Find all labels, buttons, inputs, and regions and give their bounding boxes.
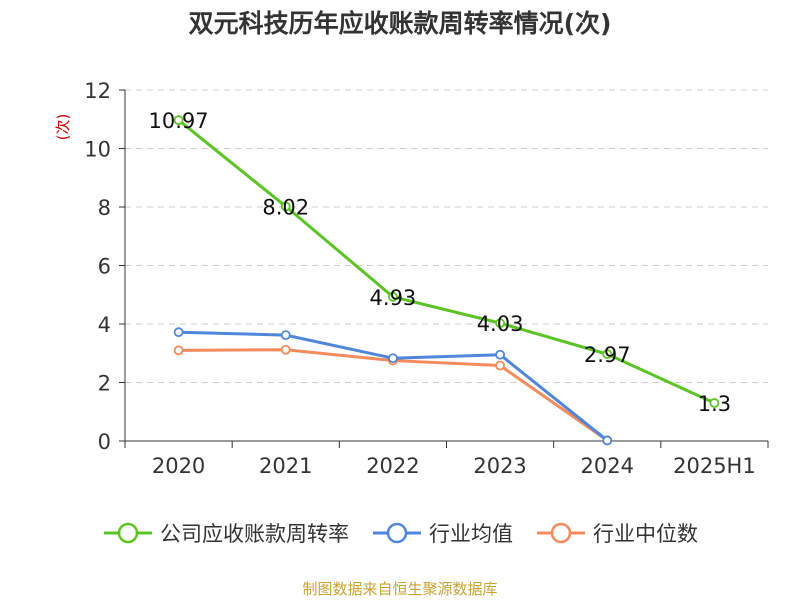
x-tick-label: 2022: [366, 454, 419, 478]
data-point: [709, 398, 720, 408]
y-tick-label: 12: [84, 79, 111, 103]
legend-label: 行业中位数: [593, 522, 698, 546]
data-point: [173, 327, 184, 338]
y-tick-label: 8: [98, 196, 111, 220]
series-line: [178, 330, 609, 442]
data-label: 10.97: [149, 109, 209, 133]
data-point: [495, 360, 505, 371]
data-point: [280, 344, 291, 355]
data-label: 4.93: [370, 286, 417, 310]
series-line: [177, 118, 716, 405]
legend-swatch-icon: [537, 522, 585, 544]
y-tick-label: 10: [84, 138, 111, 162]
data-point: [495, 349, 505, 360]
chart-title: 双元科技历年应收账款周转率情况(次): [188, 9, 612, 38]
legend-item[interactable]: 行业中位数: [535, 518, 698, 548]
data-label: 1.3: [698, 392, 731, 416]
y-tick-label: 2: [98, 372, 111, 396]
legend-label: 公司应收账款周转率: [160, 522, 349, 546]
data-label: 2.97: [584, 343, 631, 367]
data-point: [602, 435, 613, 446]
data-labels: 10.97 8.02 4.93 4.03 2.97 1.3: [149, 109, 732, 416]
data-label: 4.03: [477, 312, 524, 336]
y-axis-label: (次): [54, 114, 72, 141]
x-tick-label: 2024: [581, 454, 634, 478]
y-tick-label: 4: [98, 313, 111, 337]
data-point: [280, 201, 291, 212]
x-tick-label: 2025H1: [673, 454, 756, 478]
data-point: [388, 353, 398, 364]
grid-lines: [125, 89, 768, 383]
legend-swatch-icon: [104, 522, 152, 544]
legend-item[interactable]: 行业均值: [371, 518, 513, 548]
legend-item[interactable]: 公司应收账款周转率: [102, 518, 349, 548]
y-tick-label: 0: [98, 430, 111, 454]
series: [173, 115, 720, 446]
legend: 公司应收账款周转率 行业均值 行业中位数: [0, 518, 800, 548]
data-label: 8.02: [262, 195, 309, 219]
data-point: [495, 318, 505, 329]
legend-swatch-icon: [373, 522, 421, 544]
legend-label: 行业均值: [429, 522, 513, 546]
x-tick-label: 2021: [259, 454, 312, 478]
axes: 0 2 4 6 8 10 12 2020 2021 2022 2023 2024 2025H1: [84, 79, 769, 478]
source-note: 制图数据来自恒生聚源数据库: [302, 580, 498, 598]
x-tick-label: 2023: [473, 454, 526, 478]
data-point: [280, 330, 291, 341]
data-point: [173, 115, 184, 126]
data-point: [388, 291, 398, 302]
x-tick-label: 2020: [152, 454, 205, 478]
data-point: [602, 349, 613, 360]
y-tick-label: 6: [98, 255, 111, 279]
data-point: [173, 345, 184, 356]
